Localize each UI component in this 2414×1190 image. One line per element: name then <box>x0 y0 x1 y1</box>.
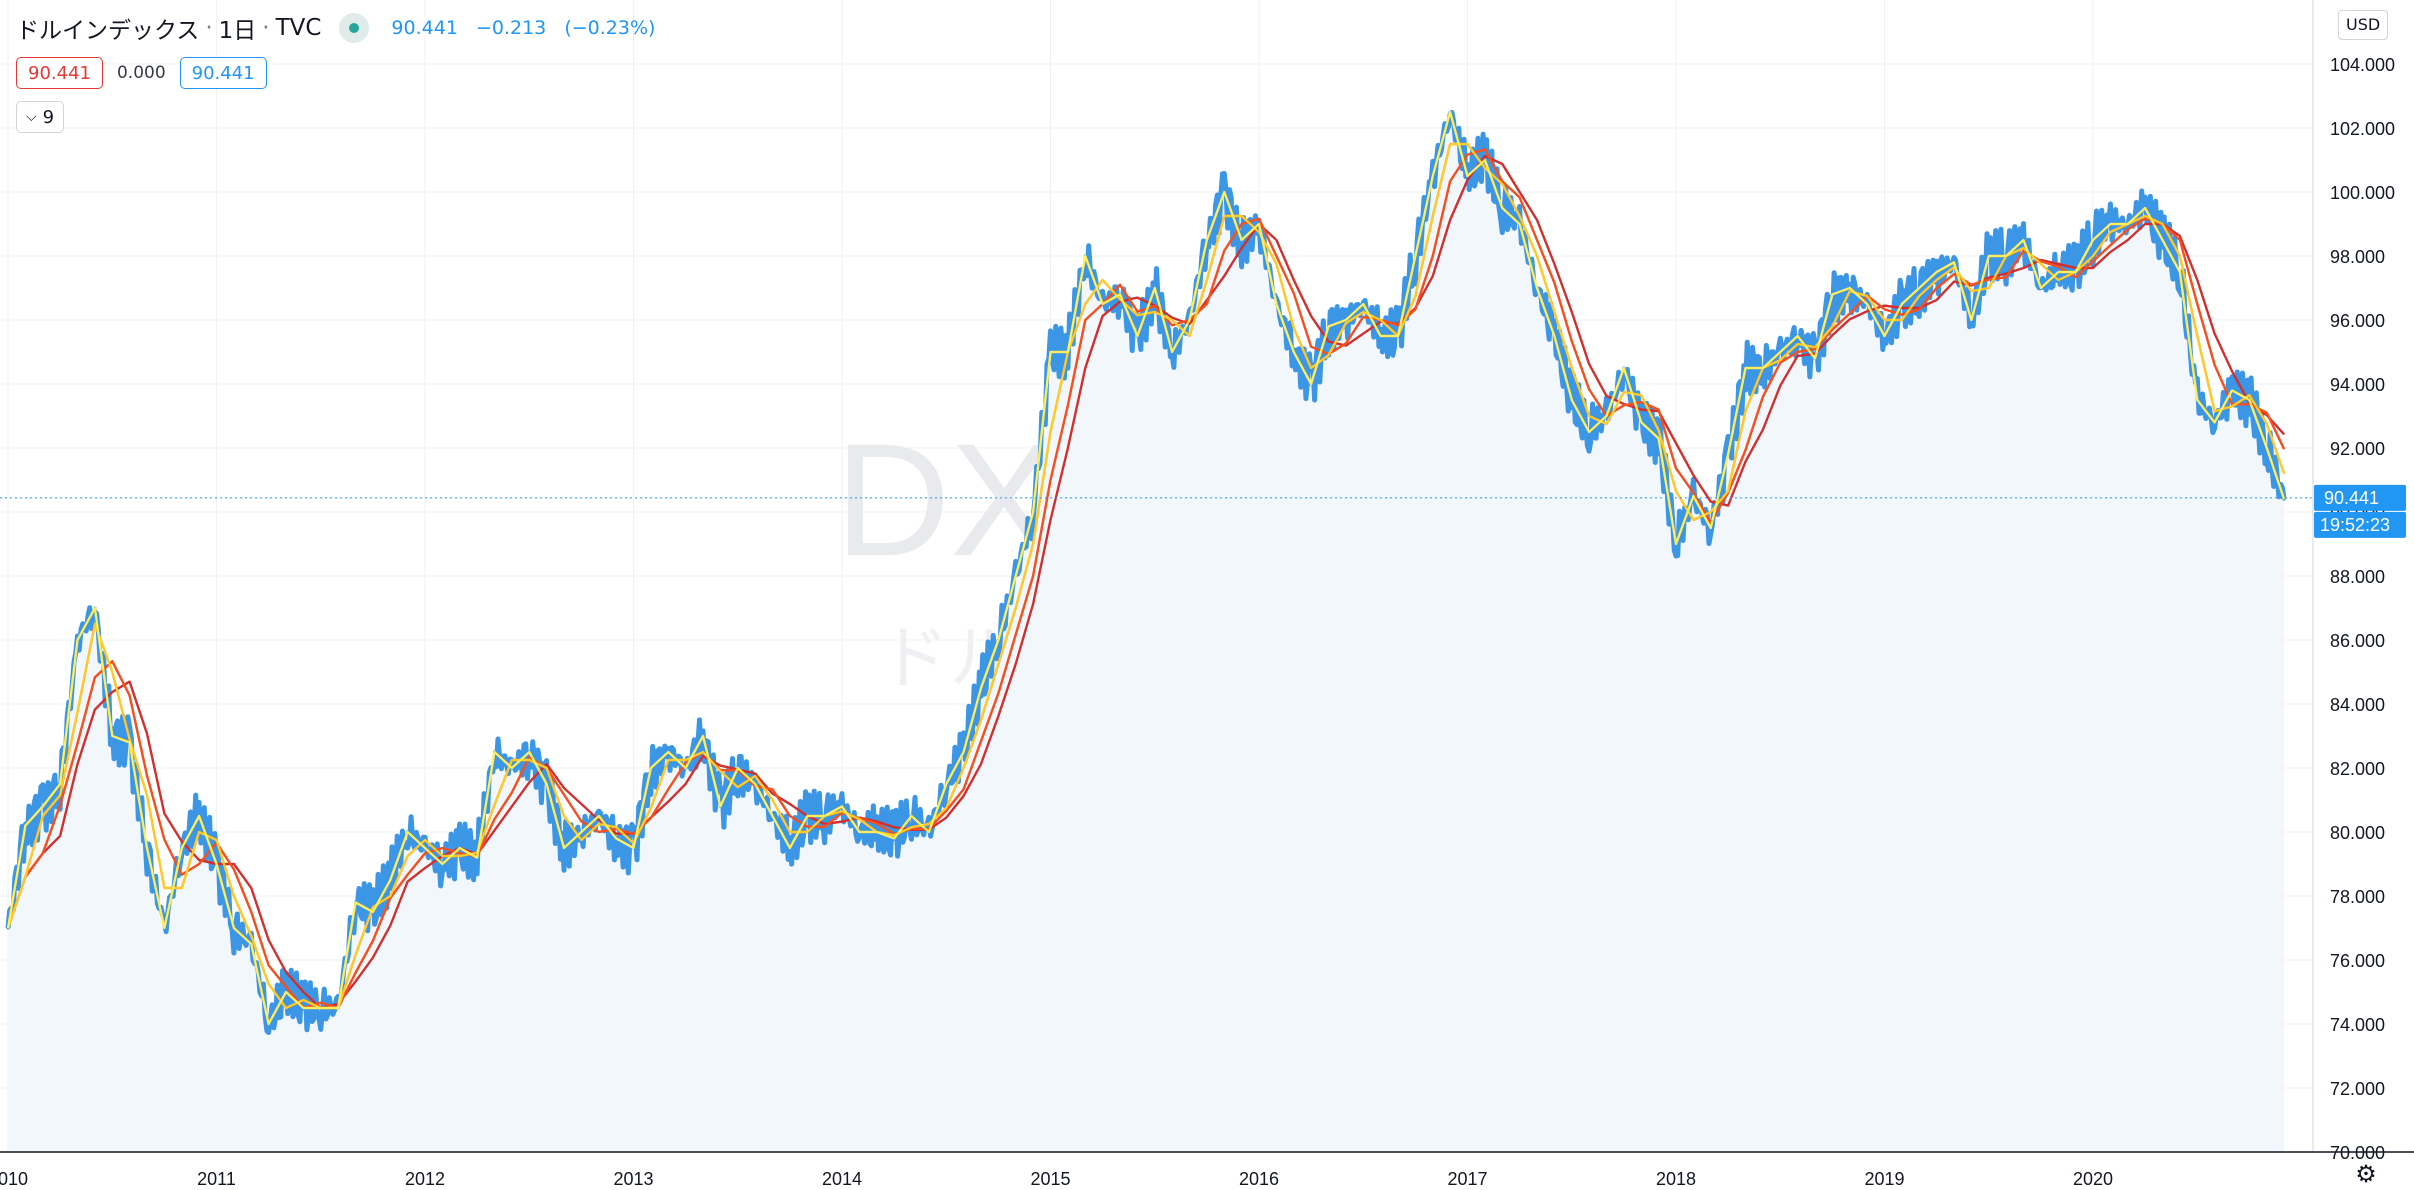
y-tick-label: 80.000 <box>2330 823 2385 843</box>
symbol-exchange: TVC <box>275 15 322 41</box>
legend-change: −0.213 <box>475 17 547 39</box>
y-tick-label: 76.000 <box>2330 951 2385 971</box>
indicator-collapse[interactable]: ⌵ 9 <box>16 101 65 133</box>
x-tick-label: 2014 <box>822 1169 862 1189</box>
x-tick-label: 2011 <box>197 1169 236 1189</box>
ma-ribbon-line <box>6 154 2285 1010</box>
y-tick-label: 92.000 <box>2330 439 2385 459</box>
countdown-label-bg <box>2314 511 2406 538</box>
legend-change-percent: (−0.23%) <box>564 17 656 39</box>
y-tick-label: 94.000 <box>2330 375 2385 395</box>
bar-countdown-label: 19:52:23 <box>2320 515 2390 535</box>
y-tick-label: 98.000 <box>2330 247 2385 267</box>
y-tick-label: 70.000 <box>2330 1143 2385 1163</box>
x-tick-label: 2017 <box>1447 1169 1487 1189</box>
indicator-value-box: 90.441 <box>16 57 103 89</box>
x-tick-label: 2020 <box>2073 1169 2113 1189</box>
y-tick-label: 86.000 <box>2330 631 2385 651</box>
last-price-label-bg <box>2314 484 2406 511</box>
y-tick-label: 74.000 <box>2330 1015 2385 1035</box>
y-tick-label: 72.000 <box>2330 1079 2385 1099</box>
y-tick-label: 100.000 <box>2330 183 2395 203</box>
symbol-legend[interactable]: ドルインデックス · 1日 · TVC 90.441 −0.213 (−0.23… <box>16 10 667 46</box>
collapse-indicators-button[interactable]: ⌵ 9 <box>16 101 65 133</box>
y-tick-label: 78.000 <box>2330 887 2385 907</box>
x-tick-label: 2012 <box>405 1169 445 1189</box>
y-tick-label: 88.000 <box>2330 567 2385 587</box>
market-status-dot-icon[interactable] <box>339 13 370 43</box>
x-tick-label: 2016 <box>1239 1169 1279 1189</box>
indicator-legend[interactable]: 90.441 0.000 90.441 <box>16 54 267 92</box>
currency-button[interactable]: USD <box>2338 10 2389 40</box>
indicator-count: 9 <box>42 106 55 128</box>
y-tick-label: 84.000 <box>2330 695 2385 715</box>
legend-values: 90.441 −0.213 (−0.23%) <box>391 17 667 39</box>
y-tick-label: 96.000 <box>2330 311 2385 331</box>
y-tick-label: 102.000 <box>2330 119 2395 139</box>
indicator-value-plain: 0.000 <box>116 63 166 83</box>
time-scale[interactable]: 2010 2011 2012 2013 2014 2015 2016 2017 2018 2019… <box>0 1169 2113 1189</box>
price-scale[interactable]: 70.000 72.000 74.000 76.000 78.000 80.000 82.0… <box>2330 55 2395 1163</box>
x-tick-label: 2013 <box>613 1169 653 1189</box>
ma-ribbon-line <box>6 110 2286 1026</box>
last-price-label: 90.441 <box>2324 488 2379 508</box>
ma-ribbon <box>6 110 2286 1026</box>
symbol-name[interactable]: ドルインデックス <box>16 18 200 44</box>
x-tick-label: 2019 <box>1864 1169 1904 1189</box>
symbol-interval[interactable]: 1日 <box>218 18 257 44</box>
last-price-labels: 90.441 19:52:23 <box>2314 484 2406 538</box>
indicator-value-box: 90.441 <box>179 57 267 89</box>
y-tick-label: 82.000 <box>2330 759 2385 779</box>
x-tick-label: 2015 <box>1030 1169 1070 1189</box>
x-tick-label: 2010 <box>0 1169 28 1189</box>
gear-icon[interactable]: ⚙ <box>2355 1160 2377 1188</box>
legend-separator: · <box>262 15 270 41</box>
chevron-down-icon: ⌵ <box>26 109 37 125</box>
legend-last-value: 90.441 <box>391 17 458 39</box>
y-tick-label: 104.000 <box>2330 55 2395 75</box>
price-area-fill <box>8 112 2285 1152</box>
x-tick-label: 2018 <box>1656 1169 1696 1189</box>
legend-separator: · <box>205 15 213 41</box>
